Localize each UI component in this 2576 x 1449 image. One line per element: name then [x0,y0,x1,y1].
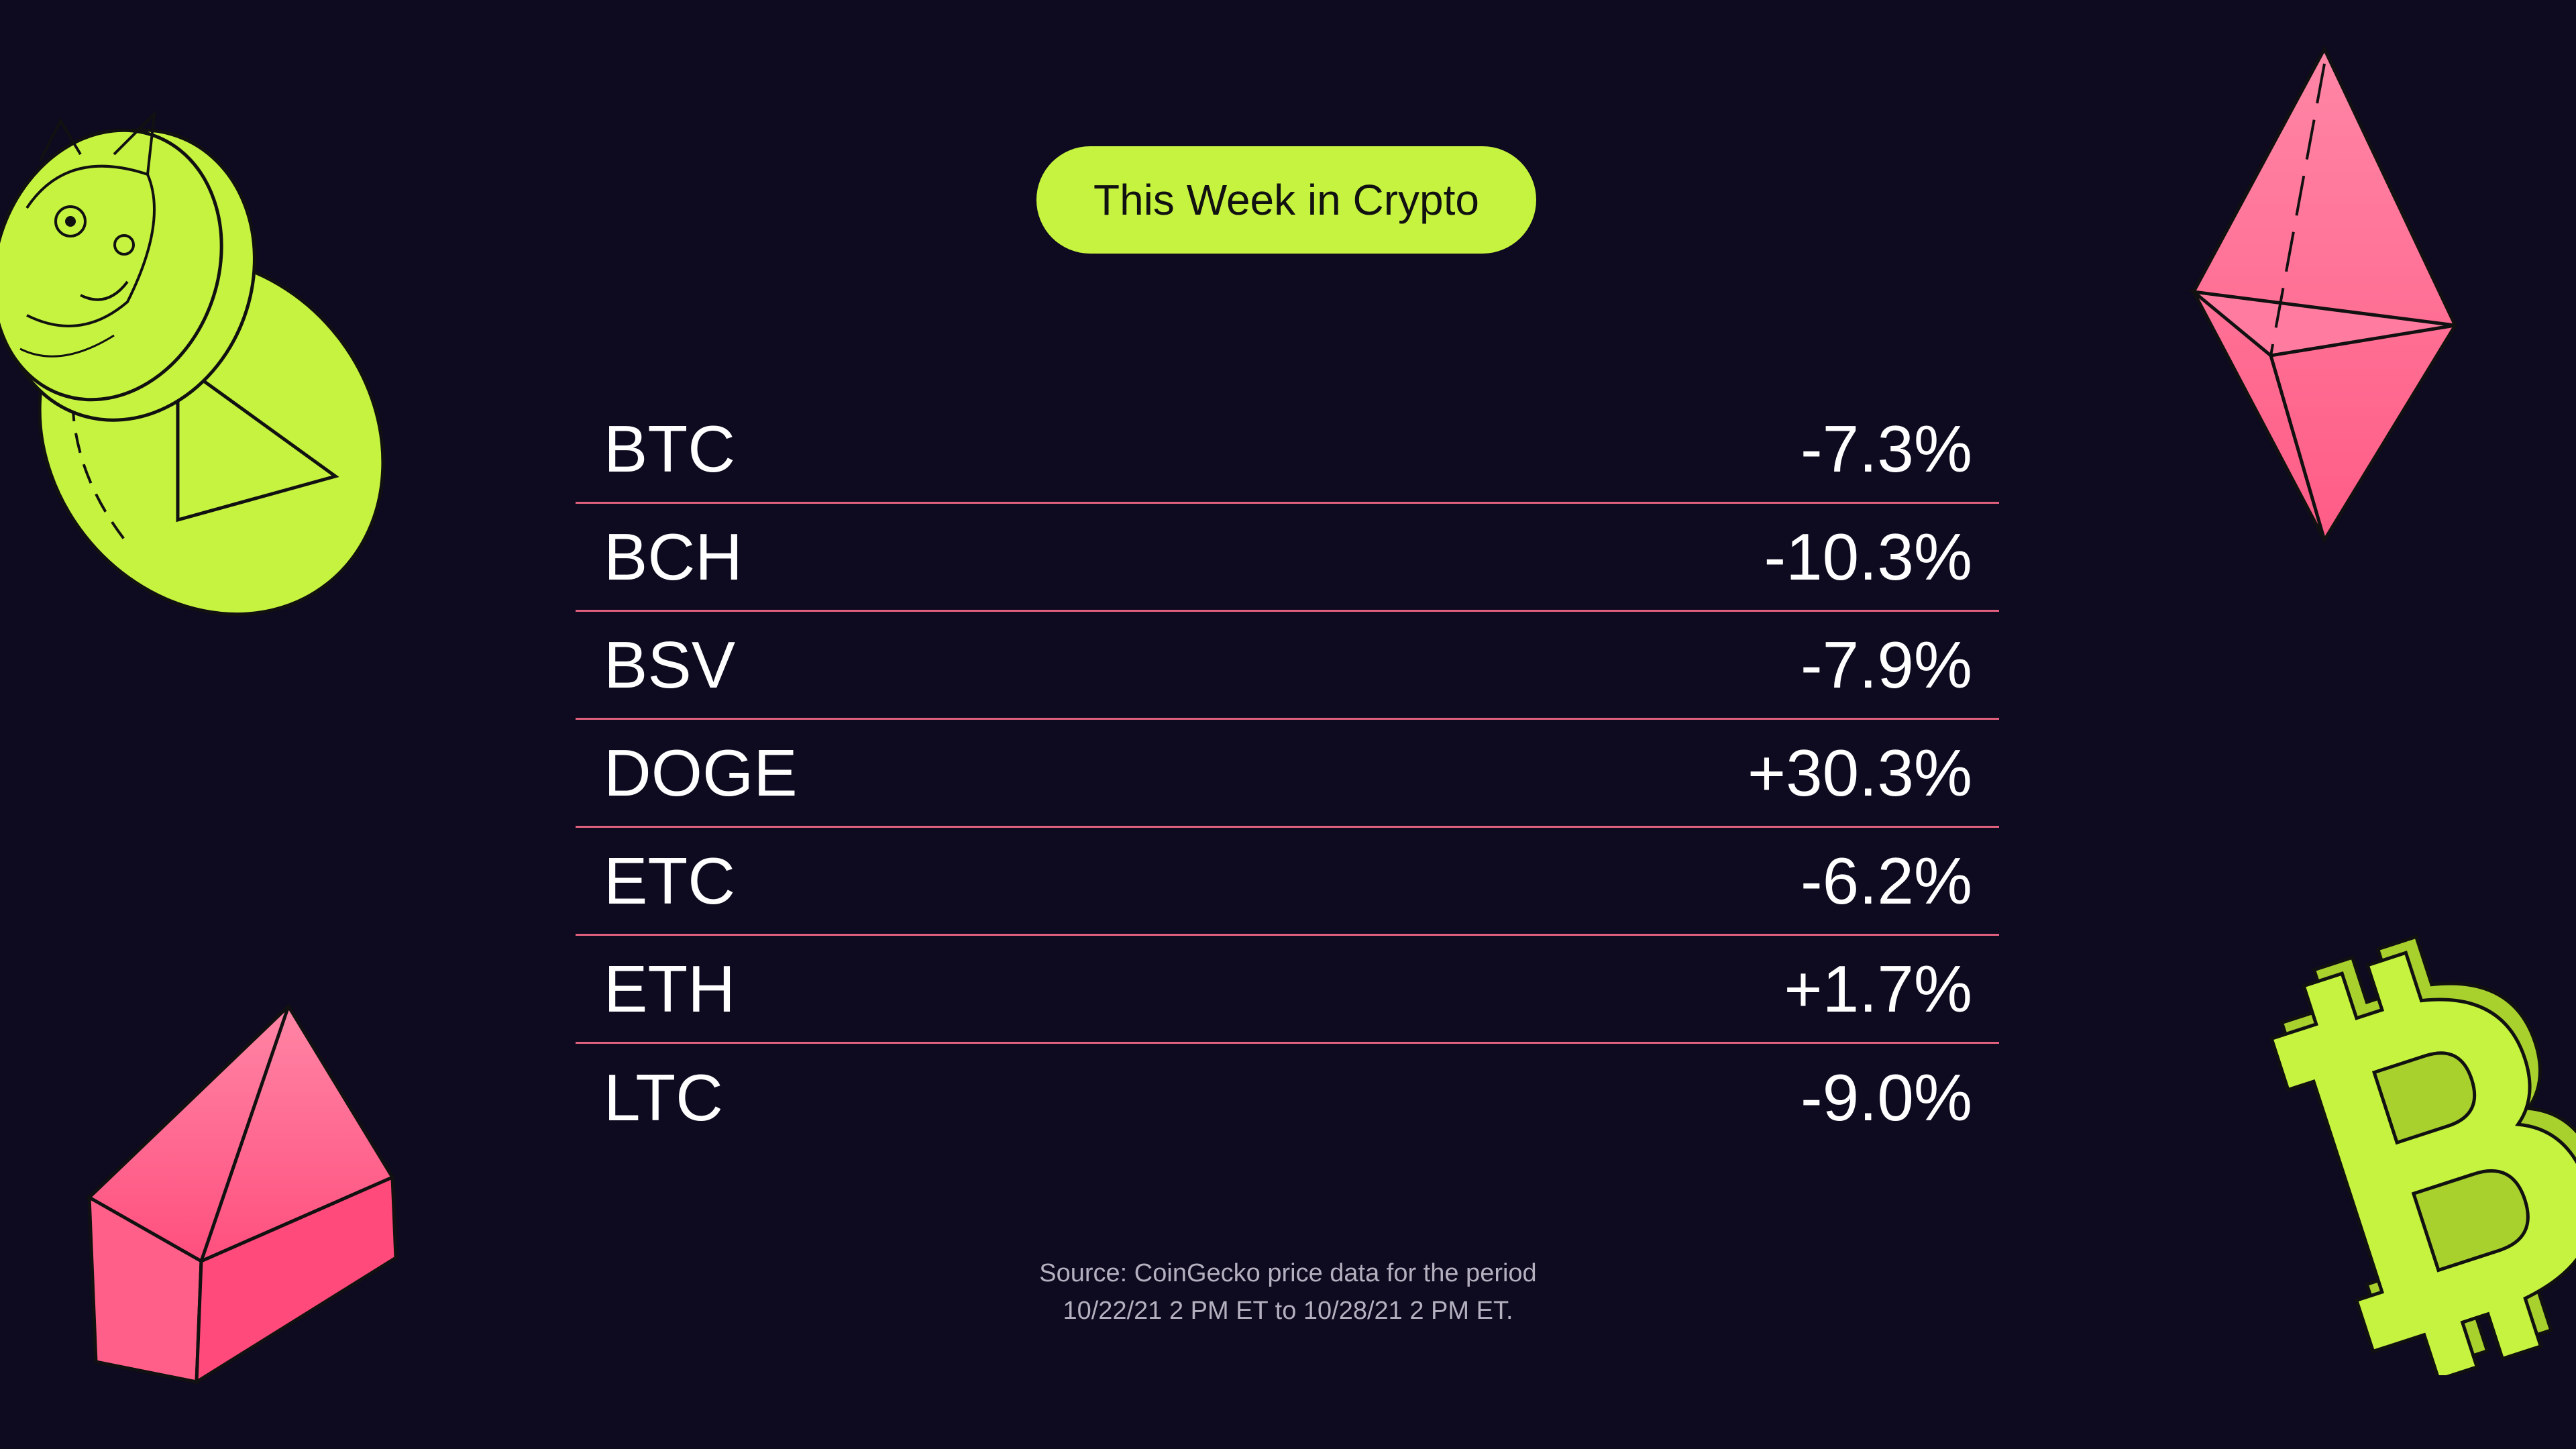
ticker-label: ETH [604,951,735,1026]
bitcoin-symbol-icon [2269,934,2576,1375]
change-value: -6.2% [1800,843,1972,918]
change-value: +1.7% [1784,951,1972,1026]
table-row: BCH -10.3% [576,504,1999,612]
change-value: -10.3% [1764,519,1972,594]
ticker-label: BSV [604,627,736,702]
ticker-label: LTC [604,1061,723,1134]
price-change-table: BTC -7.3% BCH -10.3% BSV -7.9% DOGE +30.… [576,396,1999,1152]
source-line-2: 10/22/21 2 PM ET to 10/28/21 2 PM ET. [1063,1297,1513,1325]
ticker-label: BTC [604,411,735,486]
change-value: -7.3% [1800,411,1972,486]
table-row: ETC -6.2% [576,828,1999,936]
table-row: DOGE +30.3% [576,720,1999,828]
ethereum-crystal-icon [2188,45,2457,544]
page-title: This Week in Crypto [1036,146,1536,254]
table-row: BTC -7.3% [576,396,1999,504]
source-line-1: Source: CoinGecko price data for the per… [1039,1259,1537,1287]
change-value: -7.9% [1800,627,1972,702]
ticker-label: DOGE [604,735,798,810]
table-row: LTC -9.0% [576,1044,1999,1152]
table-row: BSV -7.9% [576,612,1999,720]
ticker-label: BCH [604,519,743,594]
gem-crystal-icon [86,1004,398,1385]
ticker-label: ETC [604,843,735,918]
table-row: ETH +1.7% [576,936,1999,1044]
source-note: Source: CoinGecko price data for the per… [0,1254,2576,1330]
change-value: -9.0% [1800,1061,1972,1134]
change-value: +30.3% [1747,735,1972,810]
doge-coin-icon [0,110,385,616]
